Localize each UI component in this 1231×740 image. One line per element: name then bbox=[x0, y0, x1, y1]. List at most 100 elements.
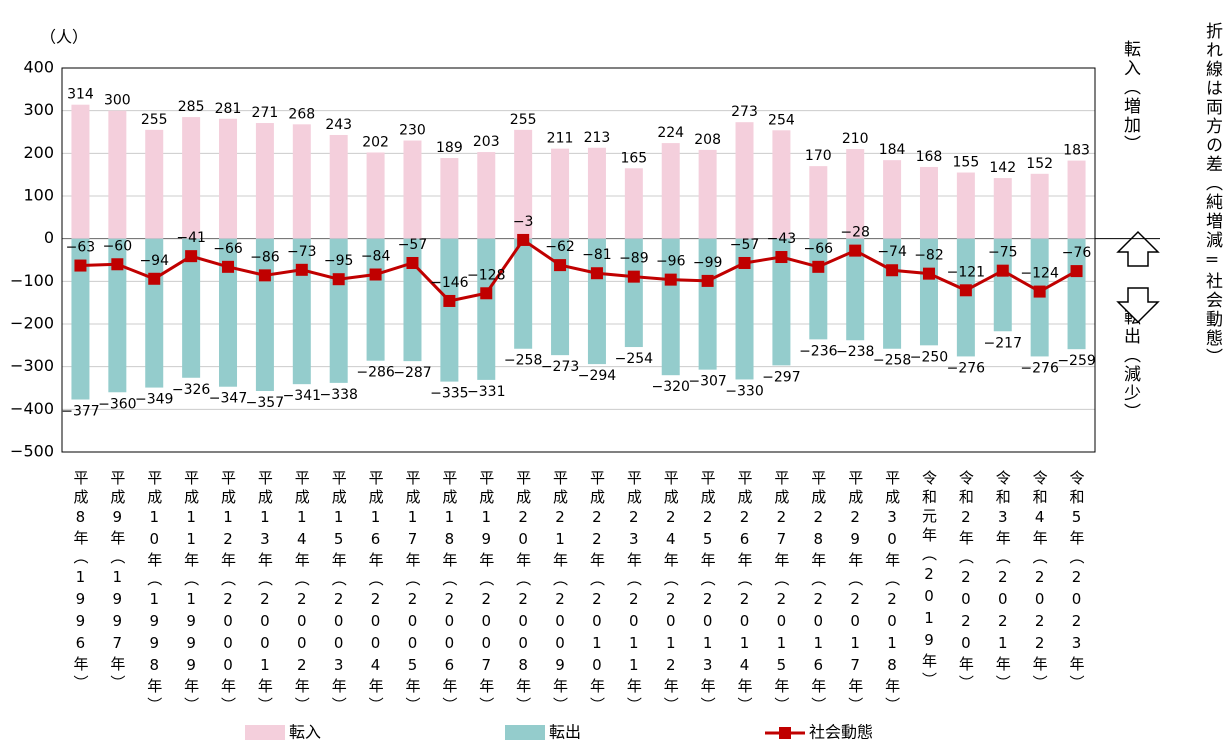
value-label: 285 bbox=[178, 99, 205, 115]
value-label: 203 bbox=[473, 134, 500, 150]
value-label: −341 bbox=[283, 388, 321, 404]
legend-swatch bbox=[505, 725, 545, 740]
bar bbox=[366, 152, 385, 239]
x-tick-label: 令和5年（2023年） bbox=[1068, 470, 1086, 694]
marker bbox=[369, 268, 382, 281]
value-label: 300 bbox=[104, 93, 131, 109]
x-tick-label: 平成22年（2010年） bbox=[588, 470, 606, 716]
value-label: −43 bbox=[767, 231, 797, 247]
value-label: 230 bbox=[399, 123, 426, 139]
x-tick-label: 平成16年（2004年） bbox=[367, 470, 385, 716]
bar bbox=[145, 129, 164, 239]
bar bbox=[661, 238, 680, 376]
x-tick-label: 平成28年（2016年） bbox=[809, 470, 827, 716]
marker bbox=[664, 273, 677, 286]
value-label: −294 bbox=[578, 368, 617, 384]
bar bbox=[772, 130, 791, 239]
value-label: −89 bbox=[619, 251, 649, 267]
x-tick-label: 平成14年（2002年） bbox=[293, 470, 311, 716]
marker bbox=[922, 267, 935, 280]
value-label: 170 bbox=[805, 148, 832, 164]
bar bbox=[403, 140, 422, 239]
bar bbox=[993, 178, 1012, 239]
bar bbox=[108, 110, 127, 239]
value-label: 211 bbox=[547, 131, 574, 147]
value-label: −82 bbox=[914, 248, 944, 264]
bar bbox=[1030, 173, 1049, 239]
bar bbox=[182, 117, 201, 239]
y-unit: （人） bbox=[40, 28, 88, 47]
value-label: −360 bbox=[98, 396, 136, 412]
bar bbox=[477, 152, 496, 239]
legend-marker bbox=[779, 727, 791, 739]
marker bbox=[1033, 285, 1046, 298]
value-label: −57 bbox=[398, 237, 428, 253]
y-tick-label: 100 bbox=[23, 186, 54, 205]
bar bbox=[624, 238, 643, 348]
value-label: 281 bbox=[215, 101, 242, 117]
value-label: 155 bbox=[953, 155, 980, 171]
marker bbox=[959, 284, 972, 297]
bar bbox=[698, 238, 717, 370]
bar bbox=[919, 238, 938, 346]
value-label: −250 bbox=[910, 349, 948, 365]
marker bbox=[886, 264, 899, 277]
x-tick-label: 平成12年（2000年） bbox=[219, 470, 237, 716]
x-tick-label: 令和元年（2019年） bbox=[920, 470, 938, 691]
value-label: 255 bbox=[510, 112, 537, 128]
marker bbox=[332, 273, 345, 286]
marker bbox=[554, 259, 567, 272]
value-label: −86 bbox=[250, 249, 280, 265]
marker bbox=[517, 233, 530, 246]
value-label: −62 bbox=[545, 239, 575, 255]
value-label: 184 bbox=[879, 142, 906, 158]
value-label: −60 bbox=[103, 238, 133, 254]
value-label: −96 bbox=[656, 254, 686, 270]
value-label: −28 bbox=[840, 225, 870, 241]
value-label: −84 bbox=[361, 249, 391, 265]
bar bbox=[993, 238, 1012, 332]
value-label: 202 bbox=[362, 134, 389, 150]
legend-label: 転出 bbox=[549, 723, 581, 740]
value-label: −287 bbox=[393, 365, 431, 381]
value-label: −146 bbox=[430, 275, 469, 291]
bar bbox=[809, 166, 828, 239]
y-tick-label: −100 bbox=[10, 271, 54, 290]
value-label: −349 bbox=[135, 392, 173, 408]
x-tick-label: 平成26年（2014年） bbox=[736, 470, 754, 716]
value-label: −75 bbox=[988, 245, 1018, 261]
legend-label: 転入 bbox=[289, 723, 321, 740]
value-label: −335 bbox=[430, 386, 468, 402]
value-label: 268 bbox=[288, 106, 315, 122]
marker bbox=[849, 244, 862, 257]
bar bbox=[956, 238, 975, 357]
value-label: 271 bbox=[252, 105, 279, 121]
value-label: −74 bbox=[877, 244, 907, 260]
value-label: −258 bbox=[873, 353, 911, 369]
y-tick-label: −500 bbox=[10, 442, 54, 461]
x-tick-label: 平成9年（1997年） bbox=[108, 470, 126, 694]
value-label: 152 bbox=[1026, 156, 1053, 172]
value-label: −236 bbox=[799, 343, 838, 359]
line bbox=[80, 237, 1078, 303]
annotation-out: 転出（減少） bbox=[1120, 308, 1141, 422]
bar bbox=[735, 122, 754, 239]
y-tick-label: 300 bbox=[23, 100, 54, 119]
y-tick-label: 200 bbox=[23, 143, 54, 162]
x-tick-label: 平成24年（2012年） bbox=[662, 470, 680, 716]
value-label: 314 bbox=[67, 87, 94, 103]
value-label: −326 bbox=[172, 382, 211, 398]
bar bbox=[292, 124, 311, 239]
marker bbox=[406, 256, 419, 269]
value-label: −57 bbox=[730, 237, 760, 253]
value-label: 254 bbox=[768, 112, 795, 128]
bar bbox=[587, 147, 606, 239]
bar bbox=[846, 149, 865, 239]
value-label: −238 bbox=[836, 344, 874, 360]
annotation-in: 転入（増加） bbox=[1120, 40, 1141, 154]
value-label: −66 bbox=[213, 241, 243, 257]
x-tick-label: 令和4年（2022年） bbox=[1031, 470, 1049, 694]
value-label: −63 bbox=[66, 240, 96, 256]
marker bbox=[812, 260, 825, 273]
marker bbox=[627, 270, 640, 283]
